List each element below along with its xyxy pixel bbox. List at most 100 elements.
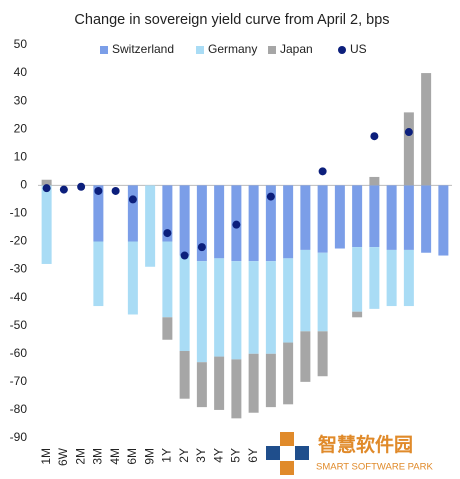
us-dot bbox=[197, 243, 206, 252]
bar bbox=[248, 261, 259, 354]
chart-title: Change in sovereign yield curve from Apr… bbox=[74, 12, 389, 28]
bar bbox=[317, 185, 328, 253]
bar bbox=[162, 241, 173, 318]
bar bbox=[41, 185, 52, 264]
x-tick-label: 5Y bbox=[229, 448, 243, 463]
bar bbox=[421, 185, 432, 253]
bar bbox=[93, 185, 104, 242]
x-tick-label: 6Y bbox=[246, 448, 260, 463]
us-dot bbox=[370, 132, 379, 141]
bar bbox=[386, 185, 397, 250]
legend-label: Germany bbox=[208, 42, 257, 56]
bar bbox=[352, 185, 363, 248]
bar bbox=[438, 185, 449, 256]
bar bbox=[93, 241, 104, 307]
bar bbox=[231, 261, 242, 360]
bar bbox=[214, 356, 225, 410]
y-tick-label: -70 bbox=[10, 374, 28, 388]
y-tick-label: -10 bbox=[10, 206, 28, 220]
bar bbox=[403, 185, 414, 250]
logo-square bbox=[280, 461, 294, 475]
bar bbox=[196, 362, 207, 408]
bar bbox=[248, 185, 259, 262]
x-tick-label: 1Y bbox=[160, 448, 174, 463]
bar bbox=[300, 185, 311, 250]
legend-marker bbox=[268, 46, 276, 54]
bar bbox=[352, 247, 363, 312]
us-dot bbox=[59, 185, 68, 194]
bar bbox=[283, 342, 294, 405]
logo-square bbox=[280, 432, 294, 446]
bar bbox=[300, 249, 311, 332]
us-dot bbox=[111, 186, 120, 195]
bar bbox=[403, 112, 414, 186]
us-dot bbox=[163, 229, 172, 238]
y-tick-label: -20 bbox=[10, 234, 28, 248]
x-tick-label: 2M bbox=[73, 448, 87, 465]
us-dot bbox=[42, 184, 51, 193]
bar bbox=[317, 331, 328, 377]
bar bbox=[127, 241, 138, 315]
y-tick-label: 30 bbox=[14, 93, 28, 107]
legend-label: US bbox=[350, 42, 367, 56]
bar bbox=[127, 185, 138, 242]
bar bbox=[231, 359, 242, 419]
bar bbox=[179, 255, 190, 351]
x-tick-label: 4Y bbox=[211, 448, 225, 463]
y-tick-label: -80 bbox=[10, 402, 28, 416]
bar bbox=[196, 185, 207, 262]
us-dot bbox=[180, 251, 189, 260]
us-dot bbox=[404, 128, 413, 137]
bar bbox=[369, 247, 380, 309]
bar bbox=[162, 185, 173, 242]
y-tick-label: -60 bbox=[10, 346, 28, 360]
bar bbox=[283, 258, 294, 343]
bar bbox=[145, 185, 156, 267]
legend-marker bbox=[338, 46, 346, 54]
x-tick-label: 1M bbox=[39, 448, 53, 465]
logo-square bbox=[295, 446, 309, 460]
x-tick-label: 2Y bbox=[177, 448, 191, 463]
bar bbox=[403, 249, 414, 307]
y-tick-label: 0 bbox=[20, 178, 27, 192]
y-tick-label: 50 bbox=[14, 37, 28, 51]
y-tick-label: 40 bbox=[14, 65, 28, 79]
x-tick-label: 6W bbox=[56, 447, 70, 466]
bar bbox=[179, 350, 190, 399]
y-tick-label: 10 bbox=[14, 149, 28, 163]
bar bbox=[214, 258, 225, 357]
bar bbox=[248, 353, 259, 413]
us-dot bbox=[128, 195, 137, 204]
watermark-title: 智慧软件园 bbox=[318, 433, 413, 456]
bar bbox=[283, 185, 294, 259]
watermark: 智慧软件园 SMART SOFTWARE PARK bbox=[266, 432, 433, 475]
dots bbox=[42, 128, 413, 260]
legend-label: Switzerland bbox=[112, 42, 174, 56]
x-tick-label: 3Y bbox=[194, 448, 208, 463]
x-tick-label: 4M bbox=[108, 448, 122, 465]
us-dot bbox=[266, 192, 275, 201]
bar bbox=[41, 179, 52, 186]
bar bbox=[265, 261, 276, 354]
bar bbox=[300, 331, 311, 382]
watermark-subtitle: SMART SOFTWARE PARK bbox=[316, 462, 433, 473]
legend-label: Japan bbox=[280, 42, 313, 56]
us-dot bbox=[94, 186, 103, 195]
bar bbox=[421, 73, 432, 186]
us-dot bbox=[77, 182, 86, 191]
x-tick-label: 3M bbox=[91, 448, 105, 465]
x-tick-label: 9M bbox=[142, 448, 156, 465]
logo-square bbox=[266, 446, 280, 460]
bars bbox=[41, 73, 449, 419]
y-tick-label: -50 bbox=[10, 318, 28, 332]
bar bbox=[369, 176, 380, 186]
bar bbox=[214, 185, 225, 259]
y-tick-label: 20 bbox=[14, 121, 28, 135]
y-tick-label: -40 bbox=[10, 290, 28, 304]
bar bbox=[179, 185, 190, 256]
us-dot bbox=[318, 167, 327, 176]
x-tick-label: 6M bbox=[125, 448, 139, 465]
y-tick-label: -90 bbox=[10, 430, 28, 444]
bar bbox=[162, 317, 173, 340]
